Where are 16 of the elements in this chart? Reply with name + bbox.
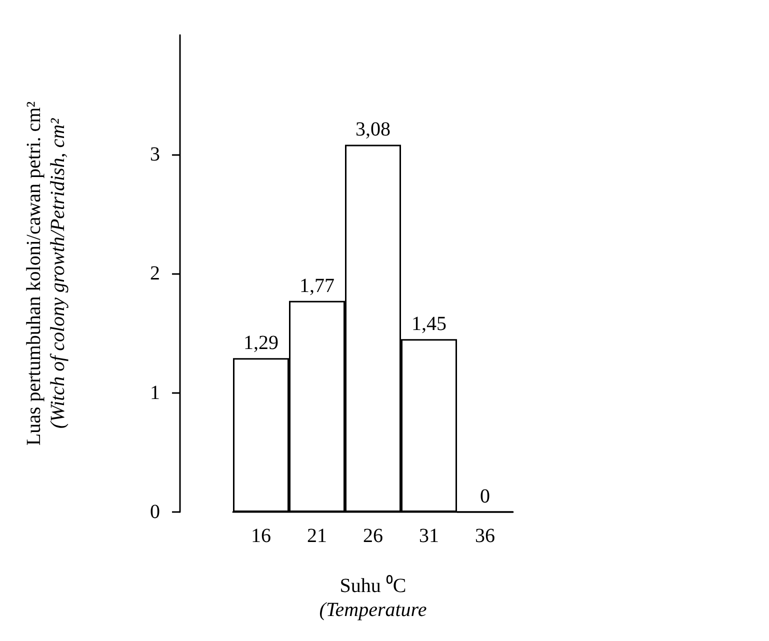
data-label: 3,08 <box>356 118 390 141</box>
y-tick-label: 3 <box>150 143 160 166</box>
y-tick-label: 1 <box>150 382 160 404</box>
y-tick-label: 2 <box>150 262 160 284</box>
data-label: 0 <box>480 485 490 508</box>
data-label: 1,45 <box>412 313 446 336</box>
y-axis-title: Luas pertumbuhan koloni/cawan petri. cm² (Witch of colony growth/Petridish, cm² <box>23 101 69 446</box>
y-tick-label: 0 <box>150 501 160 523</box>
data-label: 1,29 <box>244 332 278 354</box>
data-label: 1,77 <box>300 274 334 297</box>
x-tick-label: 16 <box>251 525 271 547</box>
x-tick-label: 21 <box>307 525 327 547</box>
x-tick-label: 31 <box>419 525 439 547</box>
x-tick-label: 36 <box>475 525 495 547</box>
x-tick-label: 26 <box>363 525 383 547</box>
x-axis-title: Suhu ⁰C (Temperature <box>319 574 427 621</box>
